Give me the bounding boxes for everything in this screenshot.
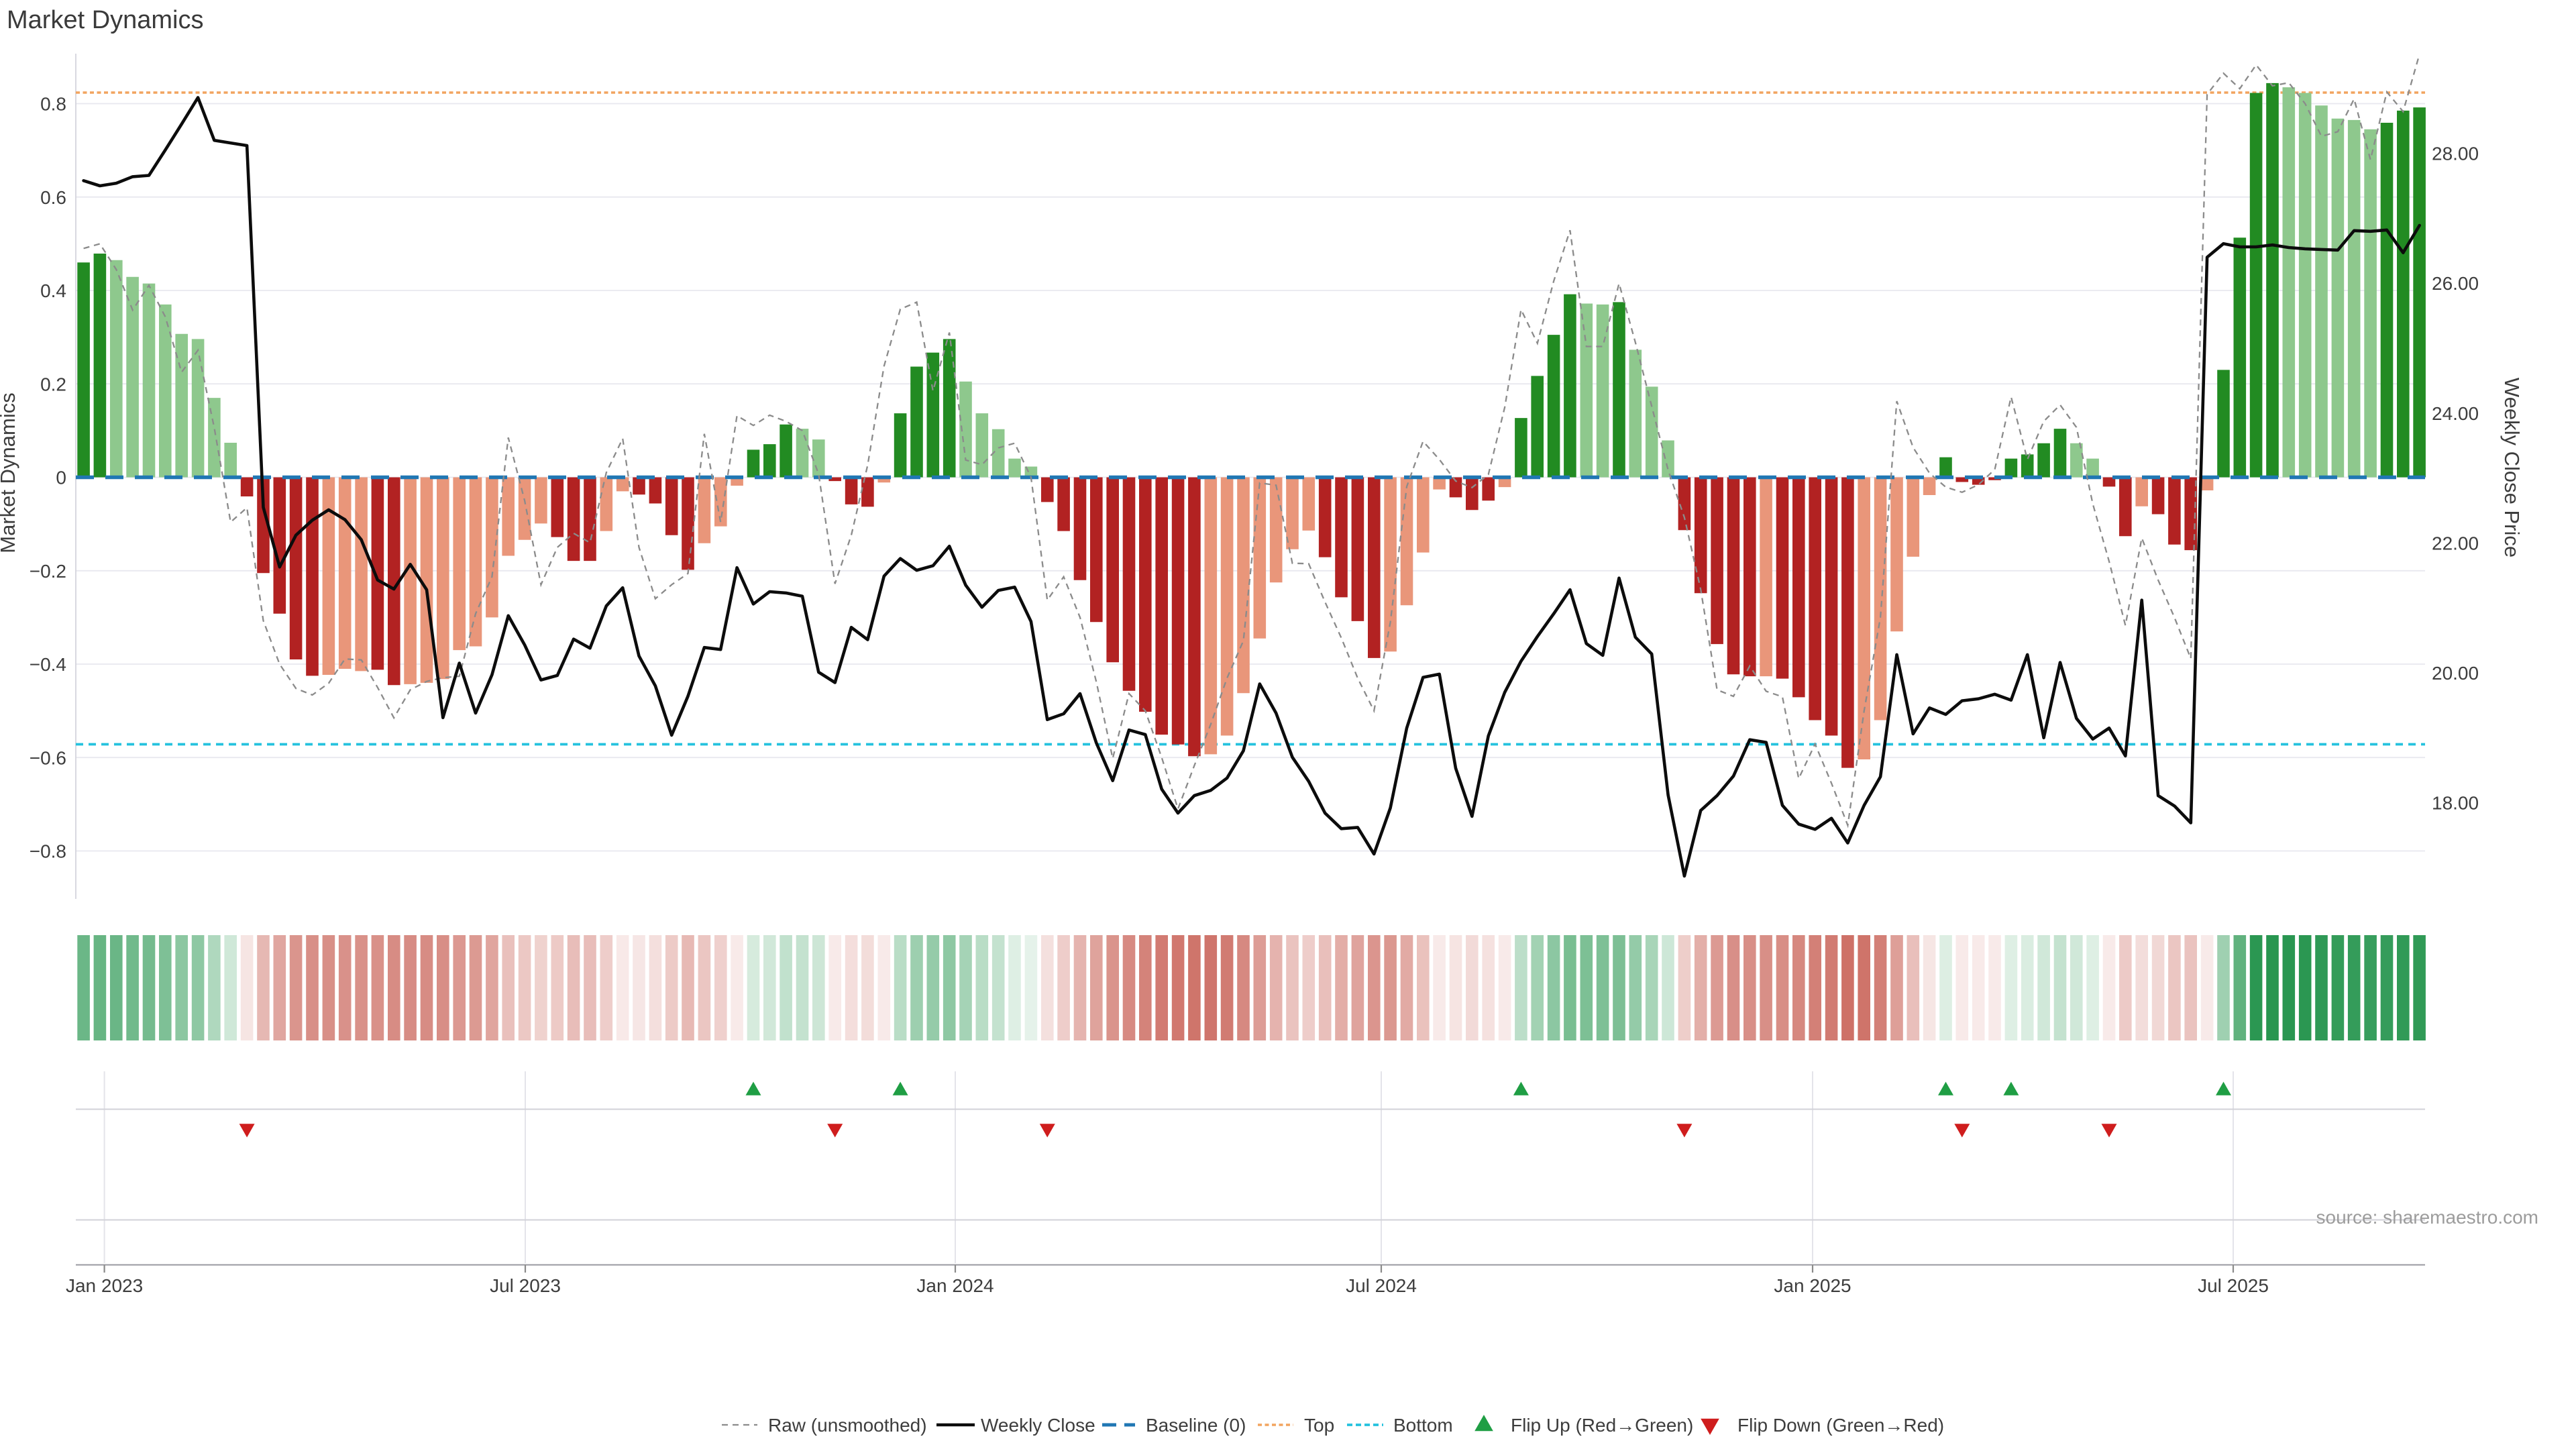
svg-text:0: 0: [56, 468, 66, 488]
svg-text:Weekly Close Price: Weekly Close Price: [2500, 378, 2524, 557]
svg-text:−0.4: −0.4: [30, 654, 66, 675]
svg-text:−0.8: −0.8: [30, 841, 66, 862]
svg-text:Jul 2023: Jul 2023: [490, 1275, 561, 1296]
svg-text:Market Dynamics: Market Dynamics: [0, 392, 19, 553]
svg-text:source: sharemaestro.com: source: sharemaestro.com: [2316, 1207, 2538, 1228]
svg-text:0.2: 0.2: [40, 374, 66, 394]
svg-text:Raw (unsmoothed): Raw (unsmoothed): [768, 1415, 927, 1436]
svg-text:22.00: 22.00: [2432, 533, 2479, 553]
svg-text:26.00: 26.00: [2432, 273, 2479, 294]
svg-text:28.00: 28.00: [2432, 144, 2479, 164]
svg-text:Bottom: Bottom: [1393, 1415, 1453, 1436]
svg-text:Flip Down (Green→Red): Flip Down (Green→Red): [1737, 1415, 1944, 1436]
svg-text:18.00: 18.00: [2432, 793, 2479, 814]
svg-text:0.6: 0.6: [40, 187, 66, 208]
svg-text:Jul 2024: Jul 2024: [1346, 1275, 1417, 1296]
svg-text:Jan 2023: Jan 2023: [66, 1275, 143, 1296]
svg-text:20.00: 20.00: [2432, 663, 2479, 684]
svg-text:Top: Top: [1304, 1415, 1334, 1436]
svg-text:0.8: 0.8: [40, 94, 66, 115]
svg-text:−0.2: −0.2: [30, 561, 66, 582]
svg-text:Jan 2024: Jan 2024: [916, 1275, 994, 1296]
svg-text:−0.6: −0.6: [30, 747, 66, 768]
svg-text:Flip Up (Red→Green): Flip Up (Red→Green): [1511, 1415, 1693, 1436]
svg-text:Jan 2025: Jan 2025: [1774, 1275, 1851, 1296]
svg-text:24.00: 24.00: [2432, 403, 2479, 424]
svg-text:Weekly Close: Weekly Close: [981, 1415, 1095, 1436]
svg-text:Market Dynamics: Market Dynamics: [7, 6, 204, 34]
svg-text:Baseline (0): Baseline (0): [1146, 1415, 1246, 1436]
svg-text:0.4: 0.4: [40, 280, 66, 301]
svg-text:Jul 2025: Jul 2025: [2198, 1275, 2269, 1296]
